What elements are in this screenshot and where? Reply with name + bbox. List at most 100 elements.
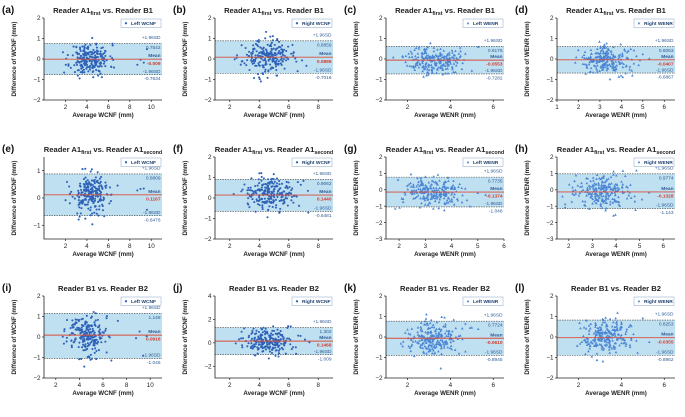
data-point [274,206,278,209]
data-point [400,197,404,200]
data-point [419,176,423,180]
data-point [597,181,600,185]
data-point [617,57,620,60]
data-point [64,63,67,66]
data-point [100,47,103,50]
upper-limit-label: +1.96SD [142,35,161,41]
title-part: Reader A1 [53,6,91,15]
data-point [422,64,425,68]
data-point [72,326,75,329]
data-point [446,67,449,70]
data-point [239,63,242,66]
data-point [443,331,447,335]
data-point [81,202,84,205]
panel-label: (e) [2,144,14,155]
y-axis-label: Difference of WENR (mm) [524,21,531,96]
data-point [240,337,243,340]
data-point [461,337,464,341]
data-point [596,70,599,74]
data-point [285,49,288,53]
lower-limit-value: -0.7016 [315,75,332,81]
data-point [589,179,592,183]
data-point [429,63,433,66]
data-point [273,57,276,60]
data-point [85,182,89,185]
data-point [604,198,607,201]
data-point [406,328,409,331]
data-point [603,320,607,324]
data-point [111,57,114,60]
data-point [605,63,609,67]
data-point [594,321,597,325]
data-point [101,209,105,212]
data-point [89,195,92,198]
data-point [425,185,428,188]
data-point [594,52,597,55]
data-point [601,49,605,53]
data-point [613,193,617,197]
data-point [91,189,94,192]
data-point [426,332,429,335]
y-tick-label: 1 [37,168,41,175]
data-point [431,323,435,326]
data-point [89,353,92,356]
data-point [626,185,629,189]
data-point [412,183,415,186]
data-point [243,62,246,65]
data-point [589,66,593,70]
data-point [273,329,276,332]
data-point [436,173,440,176]
data-point [104,186,107,189]
data-point [601,320,605,324]
upper-limit-label: +1.96SD [655,312,674,318]
data-point [267,184,270,187]
data-point [448,346,452,350]
data-point [574,174,578,177]
data-point [279,62,282,65]
data-point [256,73,260,76]
data-point [430,68,434,72]
data-point [281,60,284,63]
y-tick-label: 2 [37,293,41,300]
data-point [617,187,621,190]
x-tick-label: 4 [85,104,89,111]
data-point [407,183,411,186]
data-point [444,342,447,345]
data-point [621,65,625,69]
data-point [594,329,598,332]
data-point [248,54,251,57]
data-point [256,203,260,206]
data-point [100,175,103,178]
data-point [441,342,445,345]
data-point [86,66,89,69]
data-point [586,186,589,189]
data-point [262,183,265,186]
title-part: Reader A1 [44,145,82,154]
data-point [614,213,617,216]
data-point [269,35,272,38]
data-point [622,341,625,345]
data-point [61,335,64,338]
data-point [455,56,458,59]
upper-limit-label: +1.96SD [142,165,161,171]
data-point [432,66,436,70]
data-point [262,59,265,62]
data-point [81,66,84,69]
data-point [93,190,96,193]
data-point [248,68,251,72]
data-point [408,332,412,336]
data-point [441,340,445,343]
legend-label: Right WCNF [302,21,331,27]
data-point [458,46,462,49]
title-subscript: first [432,11,442,17]
data-point [605,59,609,63]
data-point [81,331,84,334]
data-point [279,338,282,341]
data-point [408,346,412,349]
x-tick-label: 4 [78,382,82,389]
data-point [251,50,255,53]
data-point [401,197,405,201]
data-point [437,327,441,330]
data-point [100,62,103,65]
data-point [587,349,590,353]
